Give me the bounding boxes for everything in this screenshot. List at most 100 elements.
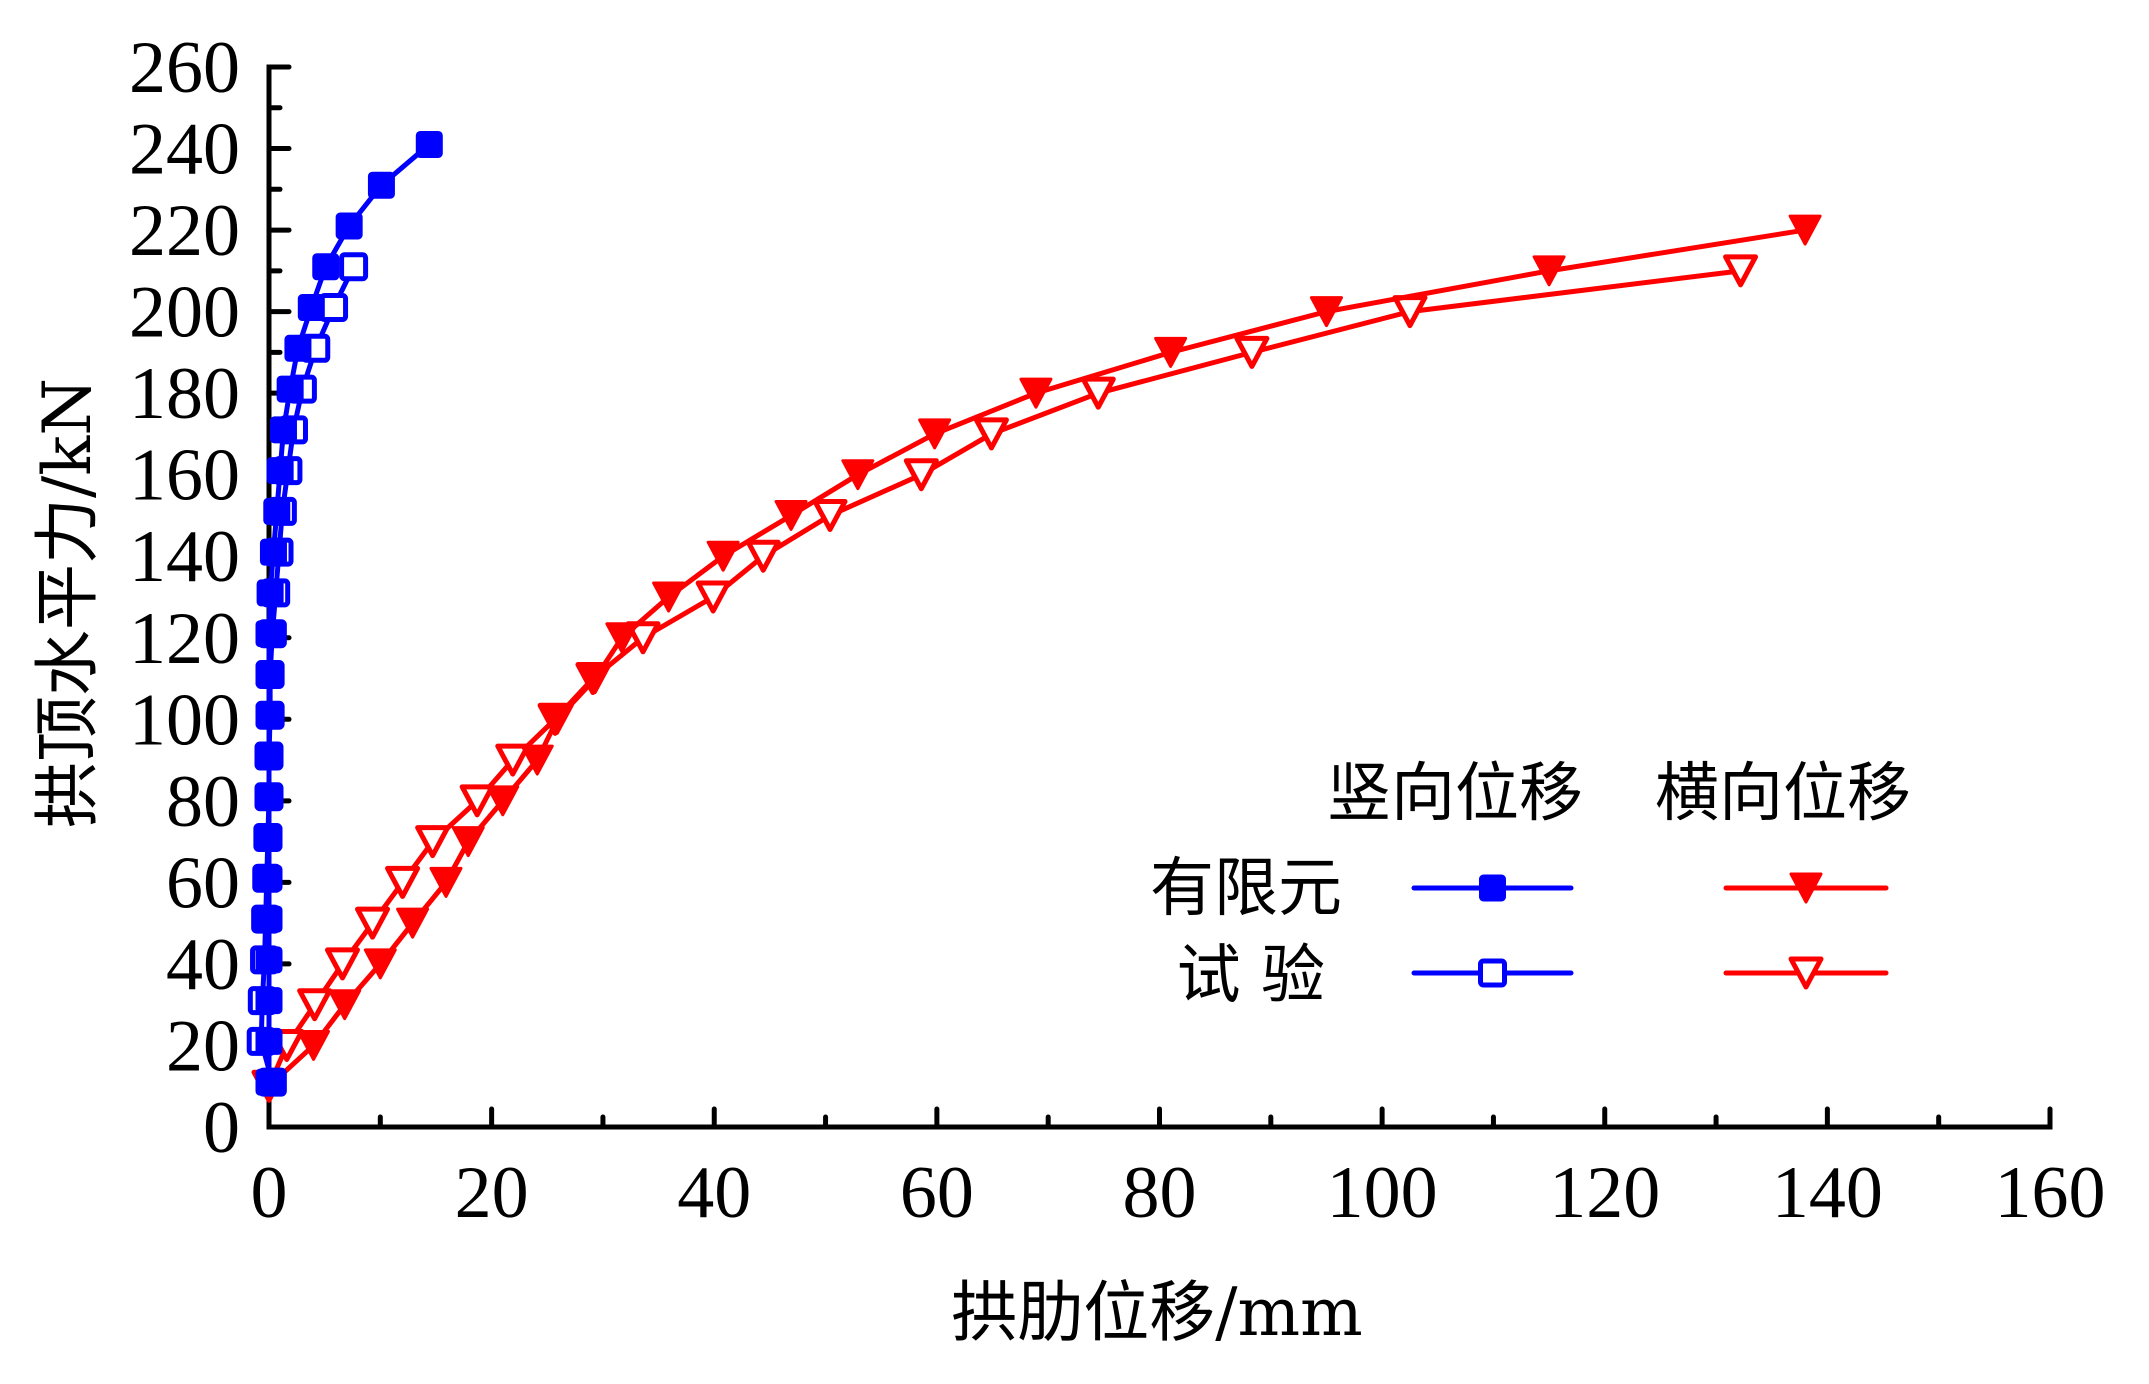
data-point [256, 579, 284, 607]
x-tick-label: 140 [1772, 1152, 1883, 1234]
data-point [385, 865, 421, 899]
data-point [255, 1027, 283, 1055]
data-point [284, 334, 312, 362]
data-point [1309, 296, 1343, 328]
data-point [841, 459, 875, 491]
legend-sample-triangle-down-open [1723, 956, 1889, 990]
data-point [973, 417, 1009, 451]
legend-header-horizontal: 横向位移 [1655, 757, 1911, 831]
x-tick-label: 160 [1995, 1152, 2106, 1234]
data-point [495, 743, 531, 777]
series-square-filled [255, 130, 443, 1096]
legend-marker [1478, 958, 1507, 988]
y-axis-title: 拱顶水平力/kN [29, 378, 106, 828]
legend-sample-square-filled [1411, 874, 1574, 902]
y-tick-label: 60 [166, 842, 240, 924]
data-point [266, 457, 294, 485]
legend-sample-square-open [1411, 958, 1574, 988]
series-line [266, 268, 1741, 1088]
data-point [367, 171, 395, 199]
y-tick-label: 220 [129, 190, 240, 272]
data-point [695, 580, 731, 614]
data-point [339, 252, 369, 282]
data-point [451, 826, 485, 858]
x-tick-label: 0 [251, 1152, 288, 1234]
data-point [540, 703, 574, 735]
y-tick-label: 80 [166, 761, 240, 843]
data-point [1532, 255, 1566, 287]
data-point [745, 539, 781, 573]
data-point [319, 293, 349, 323]
y-tick-label: 100 [129, 679, 240, 761]
data-point [255, 987, 283, 1015]
data-point [605, 622, 639, 654]
y-tick-label: 180 [129, 353, 240, 435]
data-point [335, 212, 363, 240]
data-point [324, 947, 360, 981]
data-point [459, 784, 495, 818]
axes: 0 20 40 60 80 100 120 140 1600204060801001201401… [129, 27, 2106, 1234]
legend-samples [1411, 872, 1889, 990]
x-tick-label: 100 [1327, 1152, 1438, 1234]
data-point [255, 946, 283, 974]
legend-marker [1479, 874, 1506, 902]
data-point [429, 866, 463, 898]
legend-sample-triangle-down-filled [1723, 872, 1889, 904]
data-point [297, 988, 333, 1022]
data-point [918, 418, 952, 450]
legend-row-fe: 有限元 [1150, 852, 1342, 926]
series-line [266, 142, 431, 1083]
series-line [267, 227, 1806, 1089]
data-point [276, 375, 304, 403]
data-point [255, 864, 283, 892]
legend-header-vertical: 竖向位移 [1327, 757, 1583, 831]
y-tick-label: 20 [166, 1005, 240, 1087]
legend-row-test: 试 验 [1177, 939, 1325, 1013]
y-tick-label: 160 [129, 435, 240, 517]
legend: 竖向位移 横向位移 有限元 试 验 [1150, 757, 1911, 1013]
data-point [578, 663, 612, 695]
data-point [297, 294, 325, 322]
y-tick-label: 40 [166, 924, 240, 1006]
data-point [774, 499, 808, 531]
y-tick-label: 200 [129, 272, 240, 354]
y-tick-label: 140 [129, 516, 240, 598]
y-tick-label: 120 [129, 598, 240, 680]
data-point [363, 948, 397, 980]
legend-marker [1788, 956, 1824, 990]
data-point [255, 742, 283, 770]
plot-area [246, 130, 1822, 1103]
data-point [255, 660, 283, 688]
y-tick-label: 260 [129, 27, 240, 109]
data-point [903, 458, 939, 492]
data-point [415, 130, 443, 158]
data-point [652, 581, 686, 613]
data-point [255, 783, 283, 811]
data-point [269, 416, 297, 444]
data-point [415, 825, 451, 859]
data-point [1234, 335, 1270, 369]
data-point [263, 497, 291, 525]
data-point [812, 498, 848, 532]
data-point [255, 905, 283, 933]
data-point [312, 253, 340, 281]
data-point [486, 785, 520, 817]
data-point [255, 620, 283, 648]
data-point [625, 621, 661, 655]
data-point [1080, 376, 1116, 410]
data-point [328, 989, 362, 1021]
data-point [297, 1029, 331, 1061]
x-tick-label: 40 [677, 1152, 751, 1234]
x-tick-label: 60 [900, 1152, 974, 1234]
data-point [355, 906, 391, 940]
data-point [255, 1068, 283, 1096]
data-point [255, 701, 283, 729]
data-point [259, 538, 287, 566]
x-tick-label: 20 [455, 1152, 529, 1234]
data-point [1154, 336, 1188, 368]
data-point [1723, 254, 1759, 288]
data-point [706, 540, 740, 572]
x-axis-title: 拱肋位移/mm [951, 1274, 1362, 1351]
data-point [520, 744, 554, 776]
